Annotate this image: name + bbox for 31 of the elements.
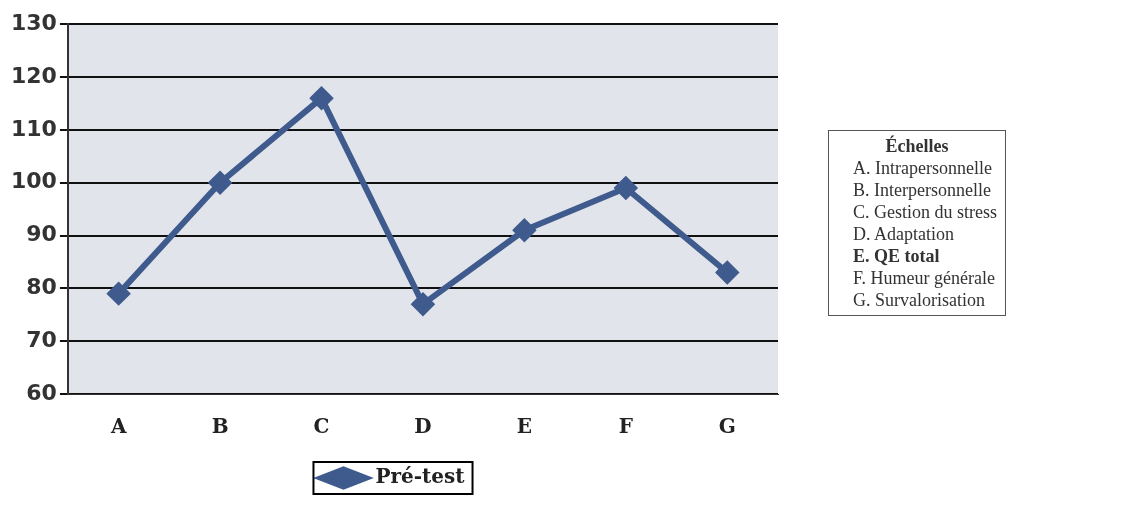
text: B. Interpersonnelle xyxy=(852,179,992,201)
y-tick-label: 120 xyxy=(10,62,57,88)
point xyxy=(107,282,130,305)
y-tick-label: 110 xyxy=(10,115,57,141)
x-tick-label: F xyxy=(618,414,633,439)
y-tick-label: 130 xyxy=(10,9,57,35)
x-tick-label: E xyxy=(516,414,533,439)
text: F. Humeur générale xyxy=(852,267,996,289)
x-tick-label: A xyxy=(109,414,127,439)
y-tick-label: 80 xyxy=(26,274,57,300)
point xyxy=(614,176,637,199)
point xyxy=(411,293,434,316)
x-tick-label: D xyxy=(414,414,432,439)
y-tick-label: 100 xyxy=(10,168,57,194)
text: A. Intrapersonnelle xyxy=(852,157,993,179)
y-tick-label: 60 xyxy=(26,379,57,405)
text: Échelles xyxy=(884,135,950,157)
x-tick-label: C xyxy=(313,414,330,439)
point xyxy=(209,171,232,194)
point xyxy=(310,87,333,110)
x-tick-label: B xyxy=(211,414,229,439)
point xyxy=(513,219,536,242)
text: G. Survalorisation xyxy=(852,289,986,311)
x-tick-label: G xyxy=(718,414,736,439)
y-tick-label: 90 xyxy=(26,221,57,247)
point xyxy=(716,261,739,284)
y-tick-label: 70 xyxy=(26,326,57,352)
legend-label: Pré-test xyxy=(375,464,466,489)
text: D. Adaptation xyxy=(852,223,955,245)
text: C. Gestion du stress xyxy=(852,201,997,223)
text: E. QE total xyxy=(852,245,941,267)
